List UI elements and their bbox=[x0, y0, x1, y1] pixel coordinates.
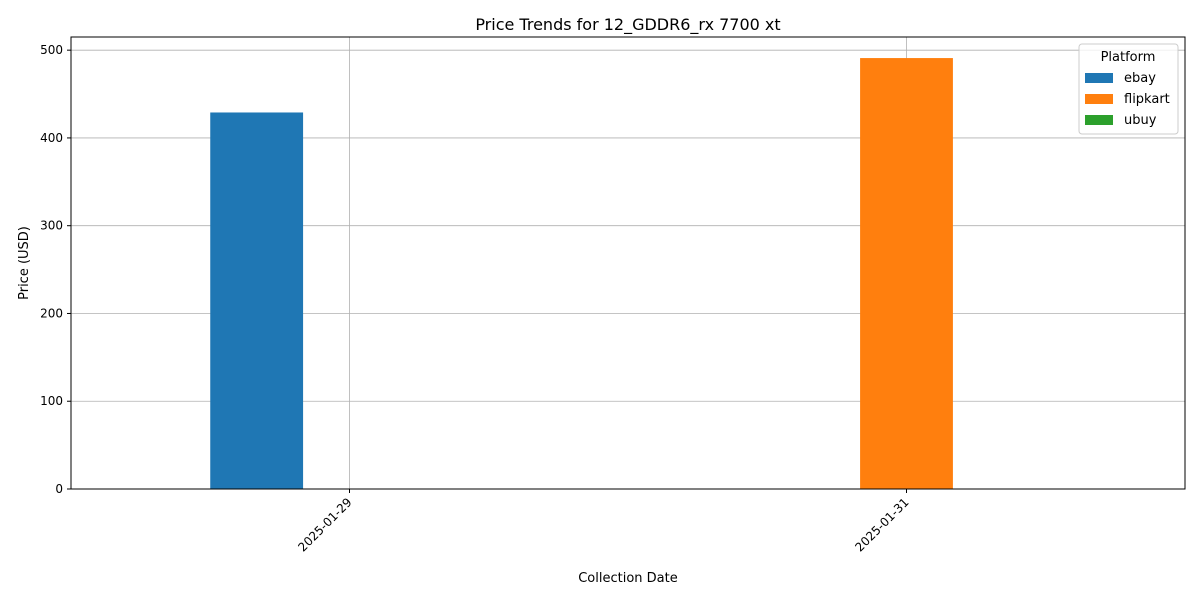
bar-ebay-2025-01-29 bbox=[210, 112, 304, 489]
legend: Platform ebay flipkart ubuy bbox=[1078, 43, 1179, 135]
y-tick-label: 0 bbox=[55, 482, 63, 496]
chart-title: Price Trends for 12_GDDR6_rx 7700 xt bbox=[475, 15, 780, 35]
legend-title: Platform bbox=[1101, 50, 1156, 65]
x-tick-label: 2025-01-31 bbox=[852, 495, 911, 554]
legend-swatch-ebay bbox=[1085, 73, 1113, 83]
legend-box bbox=[1078, 43, 1179, 135]
x-axis-label: Collection Date bbox=[578, 571, 678, 586]
y-tick-label: 200 bbox=[40, 306, 63, 320]
y-tick-label: 500 bbox=[40, 43, 63, 57]
axes bbox=[70, 36, 1186, 490]
bars bbox=[210, 58, 953, 489]
bar-flipkart-2025-01-31 bbox=[860, 58, 953, 489]
legend-label-flipkart: flipkart bbox=[1124, 92, 1170, 107]
y-ticks: 0 100 200 300 400 500 bbox=[40, 43, 71, 496]
legend-label-ubuy: ubuy bbox=[1124, 113, 1157, 128]
y-tick-label: 100 bbox=[40, 394, 63, 408]
x-tick-label: 2025-01-29 bbox=[295, 495, 354, 554]
legend-label-ebay: ebay bbox=[1124, 71, 1156, 86]
plot-frame bbox=[70, 36, 1186, 490]
x-ticks: 2025-01-29 2025-01-31 bbox=[295, 489, 912, 554]
legend-swatch-flipkart bbox=[1085, 94, 1113, 104]
legend-items: ebay flipkart ubuy bbox=[1085, 71, 1170, 128]
legend-swatch-ubuy bbox=[1085, 115, 1113, 125]
y-axis-label: Price (USD) bbox=[17, 226, 32, 300]
y-tick-label: 300 bbox=[40, 219, 63, 233]
y-tick-label: 400 bbox=[40, 131, 63, 145]
